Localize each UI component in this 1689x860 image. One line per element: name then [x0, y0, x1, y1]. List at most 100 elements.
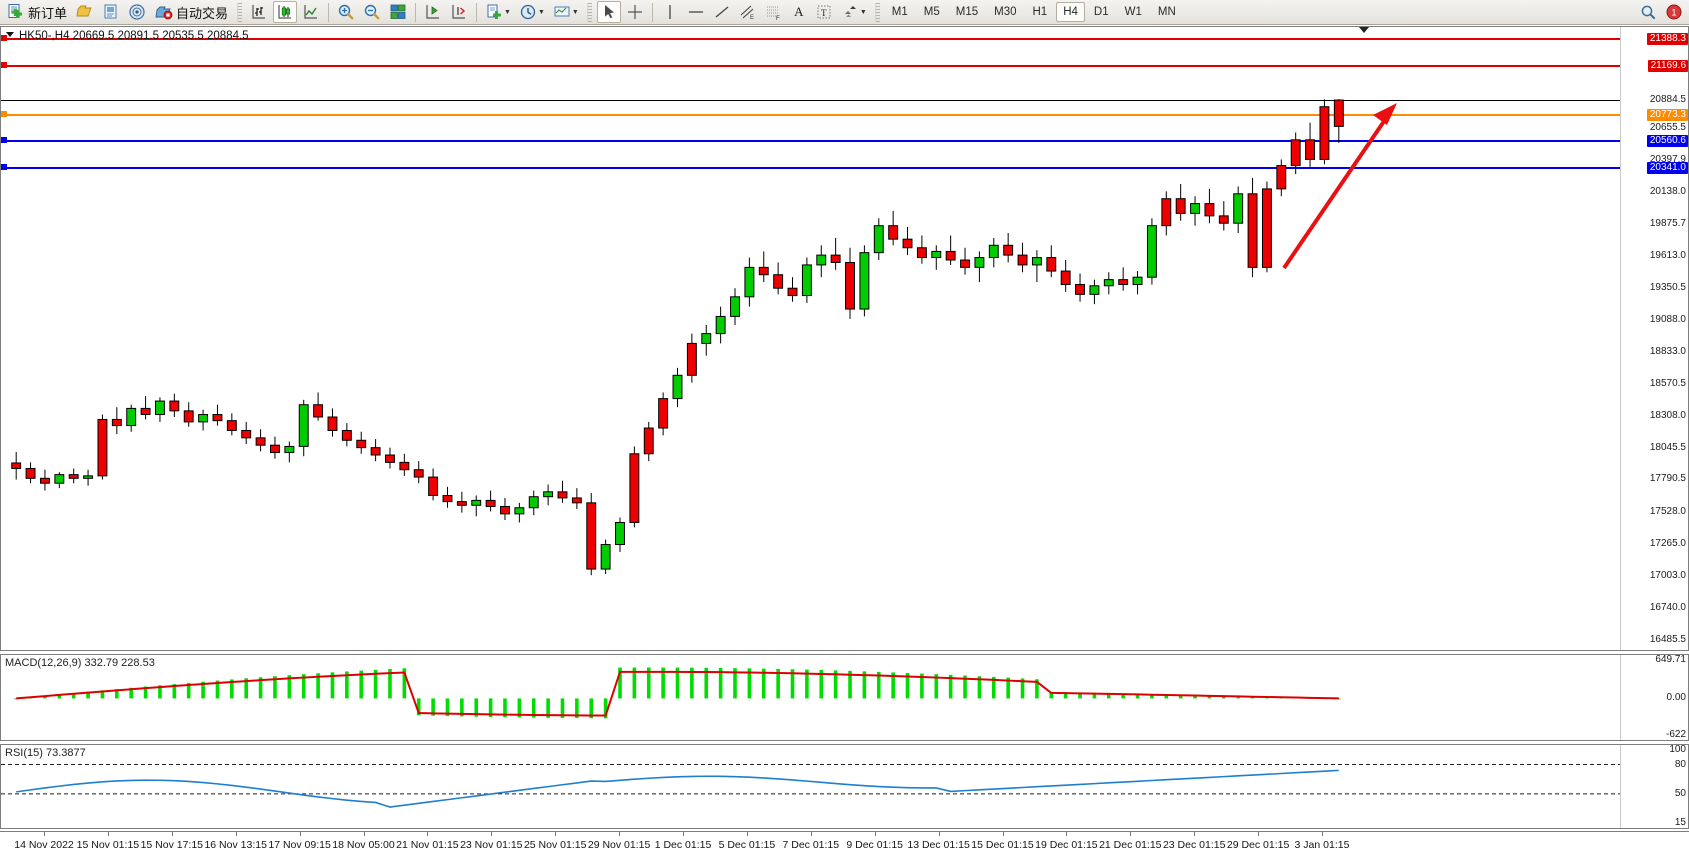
- search-button[interactable]: [1636, 1, 1660, 23]
- notifications-button[interactable]: 1: [1662, 1, 1686, 23]
- toolbar-grip-3[interactable]: [874, 2, 880, 22]
- time-axis-tick: [1066, 832, 1068, 836]
- time-axis-tick: [107, 832, 109, 836]
- time-axis[interactable]: 14 Nov 2022 15 Nov 01:15 15 Nov 17:15 16 No…: [0, 831, 1689, 860]
- arrows-tool-button[interactable]: ▼: [838, 1, 870, 23]
- candlestick-chart-button[interactable]: [273, 1, 298, 23]
- zoom-in-button[interactable]: [334, 1, 358, 23]
- text-tool-button[interactable]: A: [788, 1, 810, 23]
- toolbar-grip-1[interactable]: [237, 2, 243, 22]
- timeframe-d1[interactable]: D1: [1093, 6, 1109, 18]
- tile-windows-button[interactable]: [386, 1, 410, 23]
- symbol-header: HK50-,H4 20669.5 20891.5 20535.5 20884.5: [19, 30, 249, 42]
- price-level-line[interactable]: [1, 38, 1620, 41]
- toolbar-separator-1: [328, 2, 330, 22]
- shift-chart-button[interactable]: [421, 1, 445, 23]
- trendline-tool-button[interactable]: [710, 1, 734, 23]
- templates-button[interactable]: ▼: [550, 1, 582, 23]
- document-blue-icon: [104, 4, 117, 19]
- line-chart-button[interactable]: [299, 1, 323, 23]
- data-window-button[interactable]: [99, 1, 123, 23]
- rsi-plot[interactable]: [1, 745, 1620, 828]
- price-level-anchor[interactable]: [1, 163, 7, 170]
- price-axis-tick: 20773.3: [1646, 108, 1688, 121]
- rsi-axis[interactable]: 100 80 50 15: [1620, 745, 1688, 828]
- price-level-line[interactable]: [1, 100, 1620, 102]
- crosshair-tool-button[interactable]: [623, 1, 647, 23]
- toolbar-grip-2[interactable]: [586, 2, 592, 22]
- timeframe-h4[interactable]: H4: [1056, 2, 1085, 22]
- time-axis-tick: [746, 832, 748, 836]
- cursor-tool-button[interactable]: [596, 1, 621, 23]
- horizontal-line-icon: [688, 11, 703, 13]
- svg-text:F: F: [776, 16, 780, 21]
- time-axis-tick: [44, 832, 45, 836]
- macd-axis[interactable]: 649.71 0.00 -622: [1620, 655, 1688, 740]
- price-level-anchor[interactable]: [1, 110, 7, 117]
- price-level-line[interactable]: [1, 139, 1620, 142]
- price-level-line[interactable]: [1, 113, 1620, 116]
- new-chart-caret-icon[interactable]: ▼: [504, 8, 511, 16]
- timeframe-m5[interactable]: M5: [923, 6, 940, 18]
- period-button[interactable]: ▼: [516, 1, 548, 23]
- bar-chart-button[interactable]: [247, 1, 271, 23]
- timeframe-m15[interactable]: M15: [955, 6, 979, 18]
- templates-caret-icon[interactable]: ▼: [571, 8, 579, 16]
- price-level-line[interactable]: [1, 65, 1620, 68]
- horizontal-line-tool-button[interactable]: [684, 1, 708, 23]
- timeframe-mn[interactable]: MN: [1157, 6, 1176, 18]
- price-level-line[interactable]: [1, 166, 1620, 169]
- price-level-anchor[interactable]: [1, 136, 7, 143]
- timeframe-m1[interactable]: M1: [891, 6, 908, 18]
- equidistant-channel-tool-button[interactable]: E: [736, 1, 760, 23]
- chart-top-marker[interactable]: [1359, 27, 1369, 33]
- text-glyph-icon: A: [794, 4, 804, 19]
- new-order-label: 新订单: [28, 6, 68, 22]
- text-label-tool-button[interactable]: T: [812, 1, 836, 23]
- auto-trading-button[interactable]: 自动交易: [151, 1, 232, 23]
- new-order-button[interactable]: 新订单: [3, 1, 71, 23]
- timeframe-w1[interactable]: W1: [1124, 6, 1142, 18]
- channel-icon: E: [740, 5, 754, 21]
- time-axis-label: 21 Dec 01:15: [1099, 839, 1162, 851]
- new-chart-button[interactable]: ▼: [482, 1, 514, 23]
- macd-pane[interactable]: 649.71 0.00 -622 MACD(12,26,9) 332.79 228.…: [0, 654, 1689, 741]
- time-axis-tick: [1258, 832, 1260, 836]
- auto-trading-label: 自动交易: [176, 6, 229, 22]
- auto-scroll-button[interactable]: [447, 1, 471, 23]
- period-caret-icon[interactable]: ▼: [537, 8, 545, 16]
- symbol-collapse-icon[interactable]: [6, 32, 14, 37]
- price-axis-tick: 18308.0: [1649, 410, 1686, 421]
- time-axis-tick: [363, 832, 365, 836]
- time-axis-label: 15 Dec 01:15: [971, 839, 1034, 851]
- radar-icon: [129, 4, 145, 20]
- signals-button[interactable]: [125, 1, 149, 23]
- time-axis-label: 16 Nov 13:15: [204, 839, 267, 851]
- new-order-icon: [8, 4, 22, 18]
- fibonacci-tool-button[interactable]: F: [762, 1, 786, 23]
- timeframe-m30[interactable]: M30: [994, 6, 1017, 18]
- vertical-line-tool-button[interactable]: [658, 1, 682, 23]
- price-level-anchor[interactable]: [1, 35, 7, 42]
- time-axis-label: 29 Dec 01:15: [1226, 839, 1290, 851]
- time-axis-label: 15 Nov 01:15: [76, 839, 140, 851]
- price-plot[interactable]: [1, 27, 1620, 650]
- price-pane[interactable]: 21388.3 21169.6 20884.5 20773.3 20655.5 20560…: [0, 26, 1689, 651]
- svg-text:T: T: [821, 8, 827, 18]
- macd-plot[interactable]: [1, 655, 1620, 740]
- timeframe-h1[interactable]: H1: [1032, 6, 1048, 18]
- zoom-out-button[interactable]: [360, 1, 384, 23]
- macd-axis-tick: 649.71: [1655, 655, 1686, 665]
- time-axis-label: 19 Dec 01:15: [1035, 839, 1098, 851]
- price-axis[interactable]: 21388.3 21169.6 20884.5 20773.3 20655.5 20560…: [1620, 27, 1688, 650]
- chart-area[interactable]: 21388.3 21169.6 20884.5 20773.3 20655.5 20560…: [0, 25, 1689, 860]
- arrows-caret-icon[interactable]: ▼: [859, 8, 867, 16]
- expert-advisor-button[interactable]: [73, 1, 97, 23]
- macd-axis-tick: -622: [1665, 729, 1686, 740]
- candlestick-series: [11, 99, 1397, 576]
- candlestick-icon: [278, 5, 292, 19]
- price-level-anchor[interactable]: [1, 62, 7, 69]
- price-axis-tick: 19613.0: [1649, 249, 1686, 261]
- time-axis-label: 9 Dec 01:15: [846, 839, 903, 851]
- rsi-pane[interactable]: 100 80 50 15 RSI(15) 73.3877: [0, 744, 1689, 829]
